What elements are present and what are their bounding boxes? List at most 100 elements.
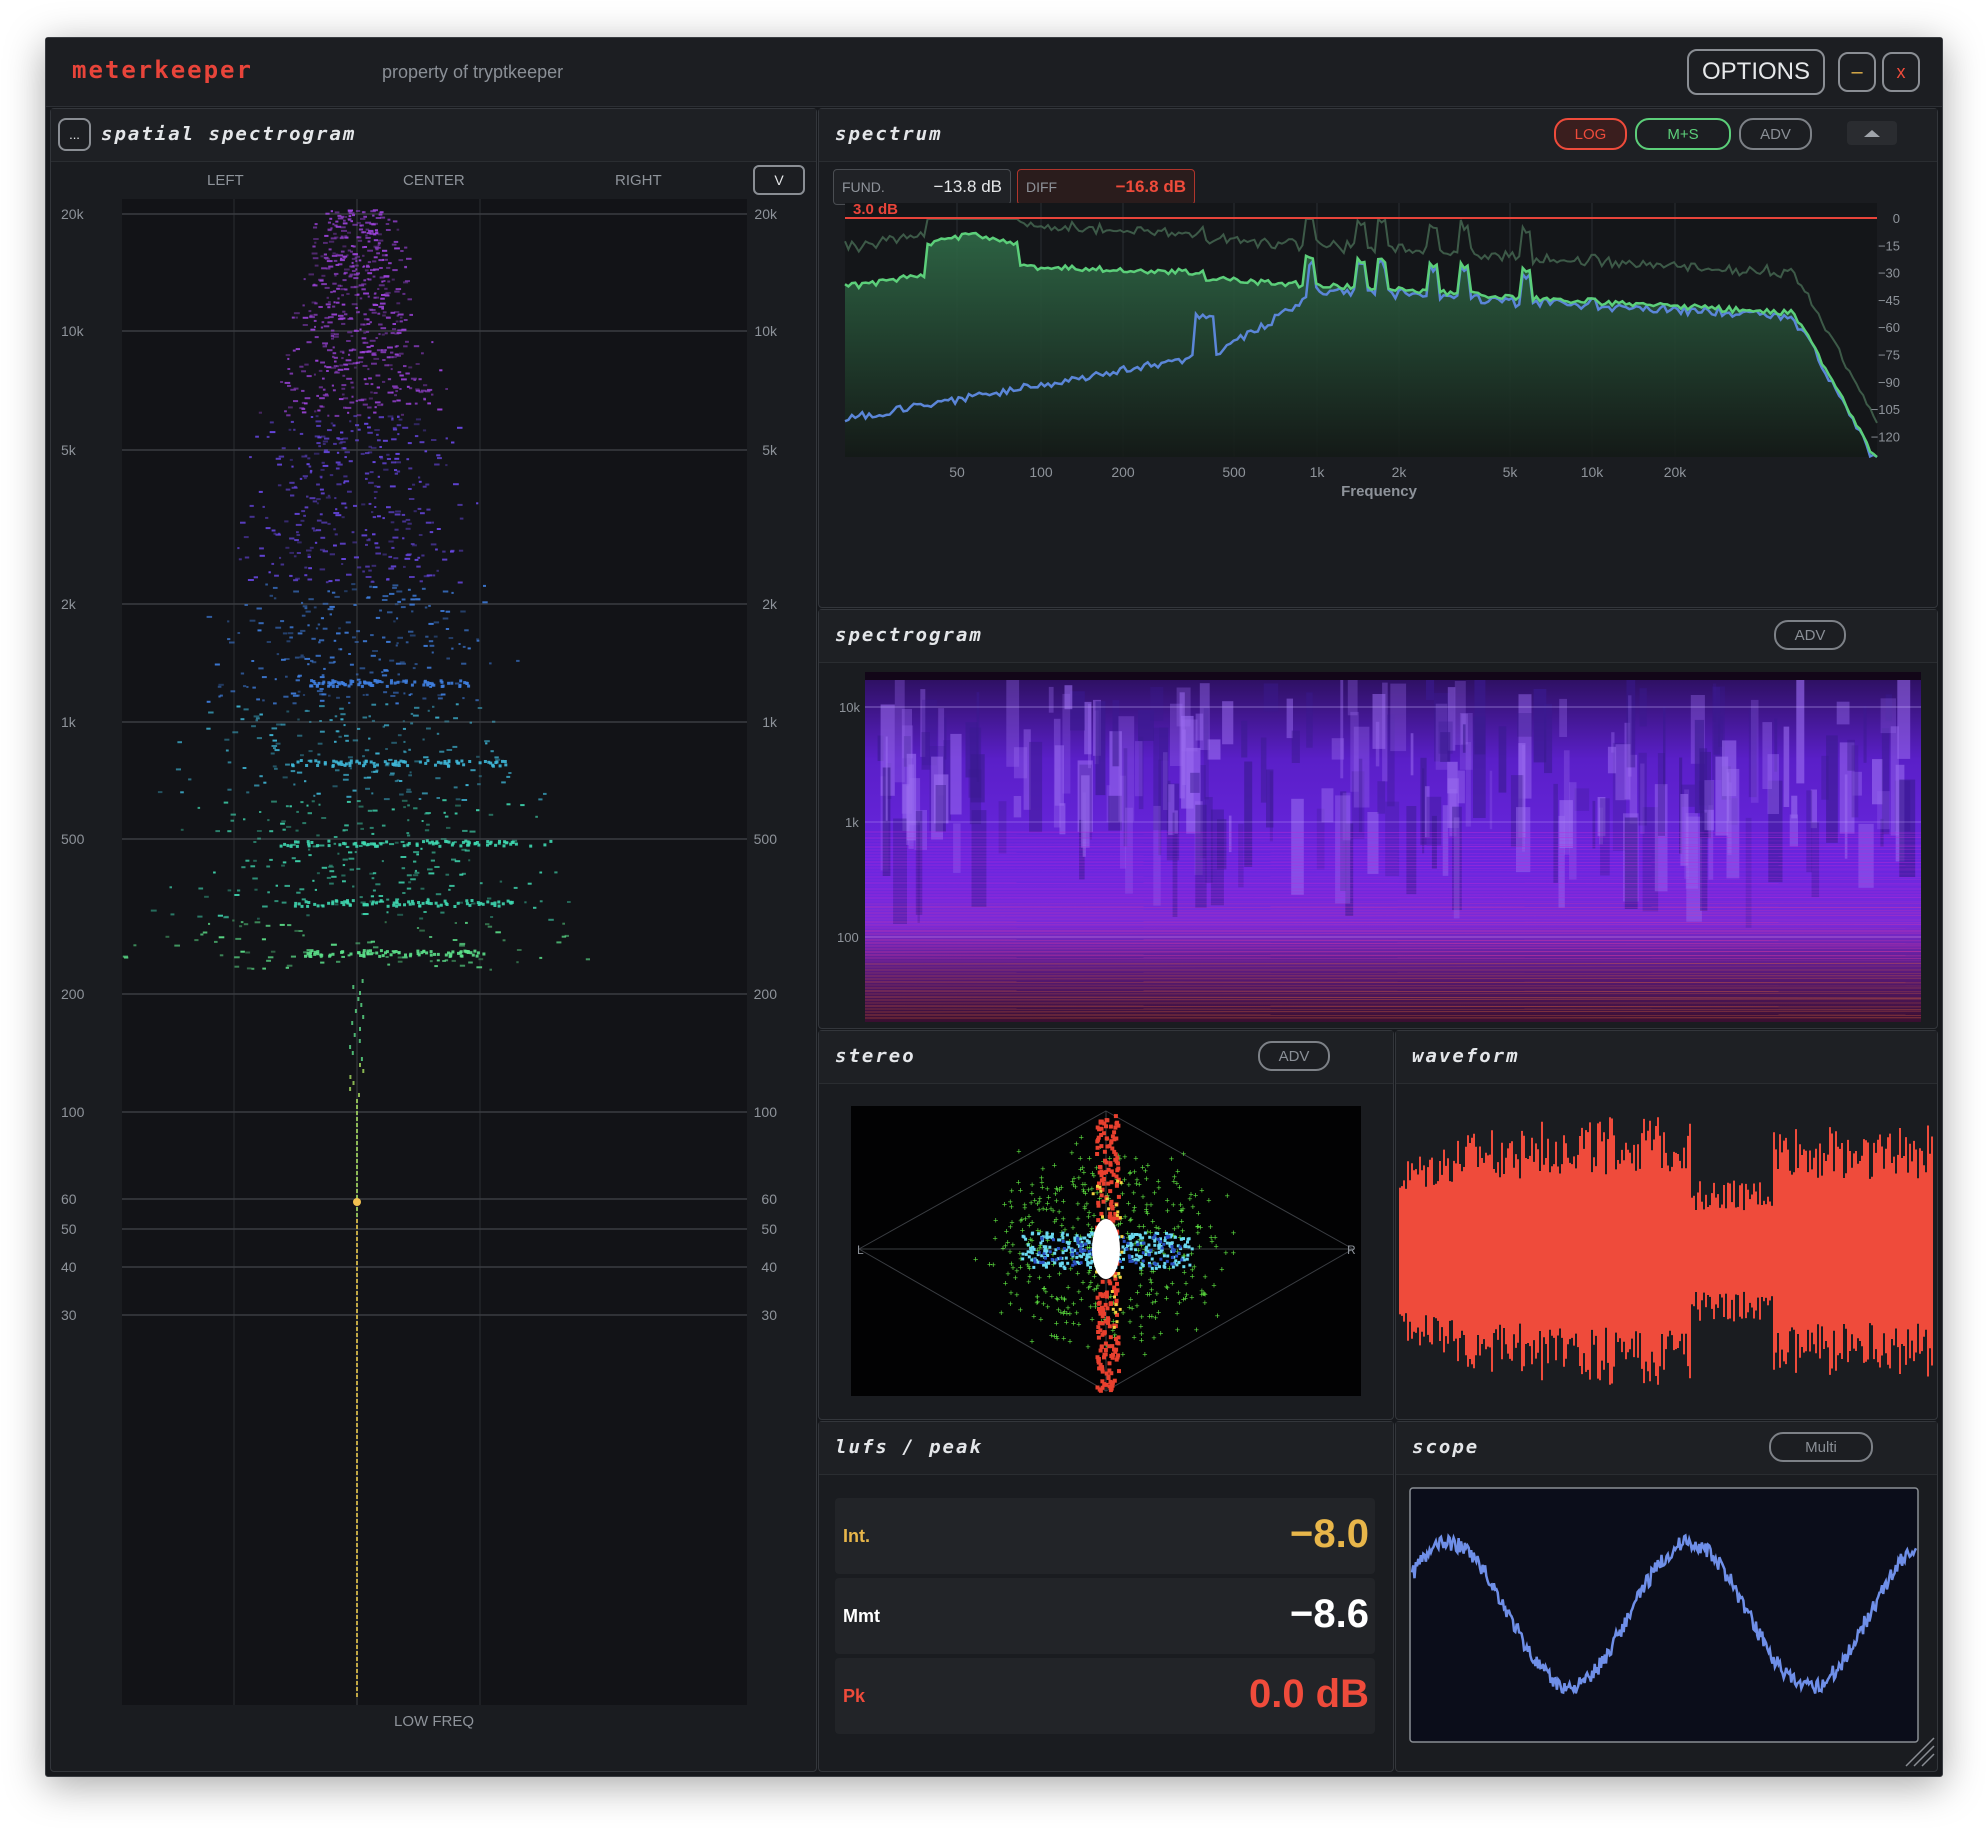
spectrogram-streak [1163, 752, 1168, 810]
freq-dot [327, 349, 333, 352]
freq-dot [343, 363, 348, 366]
stereo-point [1095, 1295, 1100, 1300]
freq-dot [330, 329, 335, 332]
stereo-point [1112, 1149, 1117, 1154]
stereo-point [1039, 1261, 1043, 1265]
harmonic-line [864, 1005, 1922, 1008]
stereo-point [1113, 1114, 1118, 1119]
freq-dot [334, 760, 338, 764]
freq-dot [427, 868, 433, 871]
stereo-adv-button[interactable]: ADV [1258, 1041, 1330, 1071]
grid [122, 199, 747, 1705]
freq-dot [289, 636, 293, 639]
freq-dot [390, 461, 397, 464]
stereo-point: + [1018, 1263, 1023, 1273]
freq-dot [356, 255, 360, 258]
freq-dot [381, 599, 388, 601]
freq-dot [358, 356, 364, 359]
freq-dot [366, 346, 371, 349]
resize-grip-icon[interactable] [1905, 1737, 1935, 1767]
freq-dot [386, 266, 391, 269]
freq-dot [421, 352, 424, 355]
freq-dot [382, 249, 388, 252]
freq-dot [470, 769, 476, 772]
stereo-point: + [1051, 1259, 1056, 1269]
stereo-point [1045, 1236, 1049, 1240]
freq-dot [370, 952, 374, 956]
stereo-point: + [1067, 1236, 1072, 1246]
freq-dot [286, 640, 291, 643]
spectrogram-streak [1387, 714, 1395, 807]
freq-dot [321, 461, 325, 464]
minimize-button[interactable]: – [1838, 52, 1876, 92]
freq-dot [352, 253, 358, 256]
freq-dot [368, 502, 372, 505]
freq-dot [289, 551, 294, 554]
stereo-point [1081, 1248, 1084, 1252]
freq-dot [327, 865, 334, 868]
stereo-point: + [1045, 1184, 1050, 1194]
freq-dot [356, 1453, 358, 1457]
freq-dot [342, 437, 349, 440]
stereo-point [1096, 1335, 1101, 1340]
freq-dot [320, 435, 326, 438]
freq-dot [368, 229, 374, 232]
freq-dot [362, 570, 365, 573]
freq-dot [356, 1651, 358, 1655]
freq-dot [362, 341, 369, 344]
stereo-point [1059, 1264, 1063, 1268]
freq-dot [266, 641, 271, 643]
stereo-point [1149, 1248, 1153, 1252]
options-button[interactable]: OPTIONS [1687, 49, 1825, 95]
freq-dot [486, 843, 489, 847]
freq-dot [361, 503, 366, 506]
freq-dot [465, 681, 469, 685]
stereo-point [1101, 1215, 1104, 1219]
freq-dot [396, 617, 399, 620]
freq-dot [379, 609, 382, 612]
freq-dot [468, 961, 473, 964]
freq-dot [391, 417, 394, 420]
stereo-point: + [1132, 1203, 1137, 1213]
freq-dot [227, 830, 232, 833]
stereo-point [1154, 1266, 1158, 1270]
freq-dot [324, 437, 330, 440]
stereo-point [1082, 1252, 1086, 1256]
freq-dot [370, 902, 374, 906]
freq-dot [356, 1675, 358, 1679]
freq-dot [297, 675, 301, 678]
freq-dot [269, 858, 273, 861]
stereo-point: + [1179, 1217, 1184, 1227]
freq-dot [342, 255, 348, 258]
freq-dot [379, 276, 385, 279]
view-toggle-button[interactable]: V [753, 165, 805, 195]
freq-dot [410, 693, 413, 696]
freq-dot [357, 236, 360, 239]
freq-dot [424, 829, 430, 832]
freq-dot [346, 573, 352, 576]
freq-dot [322, 394, 326, 397]
freq-dot [376, 349, 383, 352]
freq-dot [318, 306, 323, 308]
spectrogram-streak [1553, 783, 1558, 883]
collapse-button[interactable] [1847, 121, 1897, 145]
ms-button[interactable]: M+S [1635, 118, 1731, 150]
freq-dot [360, 323, 365, 326]
spectrum-adv-button[interactable]: ADV [1739, 118, 1812, 150]
freq-dot [335, 370, 338, 373]
spectrogram-adv-button[interactable]: ADV [1774, 620, 1846, 650]
stereo-point [1182, 1237, 1185, 1241]
stereo-point [1130, 1255, 1134, 1259]
spectrogram-streak [1750, 699, 1759, 803]
spectrogram-streak [1612, 742, 1627, 851]
spatial-menu-button[interactable]: ... [58, 118, 91, 151]
stereo-point: + [1051, 1206, 1056, 1216]
freq-dot [362, 254, 365, 257]
log-button[interactable]: LOG [1554, 118, 1627, 150]
freq-dot [328, 694, 331, 697]
close-button[interactable]: x [1882, 52, 1920, 92]
freq-dot [347, 756, 353, 759]
freq-dot [327, 522, 331, 525]
stereo-point [1108, 1211, 1113, 1216]
scope-mode-button[interactable]: Multi [1769, 1432, 1873, 1462]
